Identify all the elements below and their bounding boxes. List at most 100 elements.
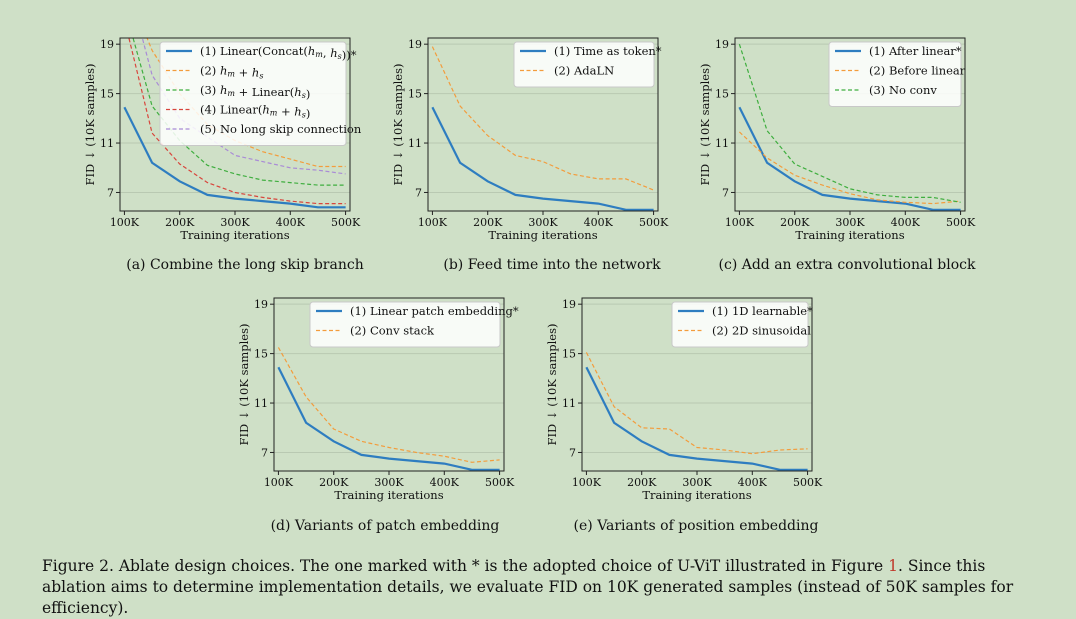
y-tick-label: 15 — [715, 88, 729, 101]
y-tick-label: 11 — [408, 137, 422, 150]
y-axis-label: FID ↓ (10K samples) — [237, 324, 251, 446]
y-tick-label: 19 — [254, 298, 268, 311]
legend-label-1: (1) After linear* — [869, 44, 962, 58]
subcaption-a: (a) Combine the long skip branch — [126, 257, 364, 273]
chart-panel-b: 100K 200K 300K 400K 500K 7 11 15 19 Training iter… — [391, 37, 669, 242]
y-tick-label: 19 — [715, 38, 729, 51]
subcaption-e: (e) Variants of position embedding — [573, 518, 819, 534]
legend-label-1: (1) Time as token* — [554, 44, 662, 58]
x-tick-label: 500K — [331, 216, 361, 229]
x-tick-label: 100K — [264, 476, 294, 489]
x-tick-label: 100K — [418, 216, 448, 229]
x-tick-label: 200K — [473, 216, 503, 229]
series-line-1 — [585, 366, 808, 471]
series-group — [431, 46, 654, 211]
legend-label-2: (2) 2D sinusoidal — [712, 324, 811, 338]
x-axis-label: Training iterations — [642, 488, 751, 502]
subcaption-d: (d) Variants of patch embedding — [270, 518, 500, 534]
x-tick-label: 100K — [572, 476, 602, 489]
y-tick-label: 15 — [254, 348, 268, 361]
x-tick-label: 400K — [584, 216, 614, 229]
x-tick-label: 500K — [639, 216, 669, 229]
legend-label-2: (2) Conv stack — [350, 324, 435, 338]
y-axis-label: FID ↓ (10K samples) — [391, 64, 405, 186]
legend-label-4: (4) Linear(hm + hs) — [200, 103, 310, 121]
x-tick-label: 300K — [220, 216, 250, 229]
series-line-1 — [738, 106, 961, 211]
legend-box — [159, 41, 347, 146]
x-tick-label: 400K — [738, 476, 768, 489]
legend-label-1: (1) Linear patch embedding* — [350, 304, 519, 318]
y-tick-label: 15 — [100, 88, 114, 101]
x-tick-label: 300K — [682, 476, 712, 489]
x-tick-label: 500K — [793, 476, 823, 489]
legend-label-2: (2) hm + hs — [200, 64, 263, 81]
series-group — [738, 44, 961, 211]
x-tick-label: 300K — [374, 476, 404, 489]
series-group — [277, 347, 500, 471]
chart-panel-e: 100K 200K 300K 400K 500K 7 11 15 19 Training iter… — [545, 297, 823, 502]
legend-label-2: (2) Before linear — [869, 64, 966, 78]
y-tick-label: 11 — [715, 137, 729, 150]
y-tick-label: 11 — [562, 397, 576, 410]
x-tick-label: 200K — [165, 216, 195, 229]
x-tick-label: 500K — [946, 216, 976, 229]
series-line-2 — [738, 131, 961, 205]
legend-box — [828, 41, 962, 107]
series-line-1 — [123, 106, 346, 209]
figure-caption: Figure 2. Ablate design choices. The one… — [42, 556, 1042, 619]
legend-box — [309, 301, 501, 348]
y-tick-label: 19 — [408, 38, 422, 51]
y-tick-label: 15 — [562, 348, 576, 361]
y-tick-label: 19 — [100, 38, 114, 51]
y-tick-label: 7 — [107, 186, 114, 199]
legend-box — [513, 41, 655, 88]
x-tick-label: 200K — [627, 476, 657, 489]
figure-reference-link[interactable]: 1 — [888, 557, 898, 575]
legend-label-5: (5) No long skip connection — [200, 122, 362, 136]
x-tick-label: 500K — [485, 476, 515, 489]
y-tick-label: 7 — [415, 186, 422, 199]
x-axis-label: Training iterations — [180, 228, 289, 242]
series-line-1 — [431, 106, 654, 211]
series-line-2 — [585, 352, 808, 455]
x-tick-label: 200K — [319, 476, 349, 489]
subcaption-b: (b) Feed time into the network — [443, 257, 661, 273]
series-line-2 — [431, 46, 654, 191]
x-tick-label: 300K — [835, 216, 865, 229]
x-axis-label: Training iterations — [334, 488, 443, 502]
x-tick-label: 400K — [891, 216, 921, 229]
chart-panel-c: 100K 200K 300K 400K 500K 7 11 15 19 Training iter… — [698, 37, 976, 242]
legend-box — [671, 301, 809, 348]
y-tick-label: 19 — [562, 298, 576, 311]
series-line-2 — [277, 347, 500, 463]
x-tick-label: 400K — [430, 476, 460, 489]
x-axis-label: Training iterations — [488, 228, 597, 242]
series-group — [585, 352, 808, 471]
y-tick-label: 11 — [100, 137, 114, 150]
chart-panel-a: 100K 200K 300K 400K 500K 7 11 15 19 Training iter… — [83, 37, 362, 242]
y-tick-label: 15 — [408, 88, 422, 101]
x-tick-label: 100K — [110, 216, 140, 229]
y-tick-label: 7 — [569, 446, 576, 459]
x-tick-label: 200K — [780, 216, 810, 229]
caption-text-start: Figure 2. Ablate design choices. The one… — [42, 557, 889, 575]
y-axis-label: FID ↓ (10K samples) — [698, 64, 712, 186]
y-tick-label: 7 — [261, 446, 268, 459]
subcaption-c: (c) Add an extra convolutional block — [718, 257, 976, 273]
y-tick-label: 11 — [254, 397, 268, 410]
y-tick-label: 7 — [722, 186, 729, 199]
x-tick-label: 400K — [276, 216, 306, 229]
x-axis-label: Training iterations — [795, 228, 904, 242]
chart-panel-d: 100K 200K 300K 400K 500K 7 11 15 19 Training iter… — [237, 297, 519, 502]
series-line-1 — [277, 366, 500, 471]
series-line-3 — [738, 44, 961, 203]
legend-label-2: (2) AdaLN — [554, 64, 614, 78]
y-axis-label: FID ↓ (10K samples) — [545, 324, 559, 446]
x-tick-label: 100K — [725, 216, 755, 229]
x-tick-label: 300K — [528, 216, 558, 229]
y-axis-label: FID ↓ (10K samples) — [83, 64, 97, 186]
legend-label-3: (3) No conv — [869, 83, 937, 97]
legend-label-1: (1) 1D learnable* — [712, 304, 813, 318]
